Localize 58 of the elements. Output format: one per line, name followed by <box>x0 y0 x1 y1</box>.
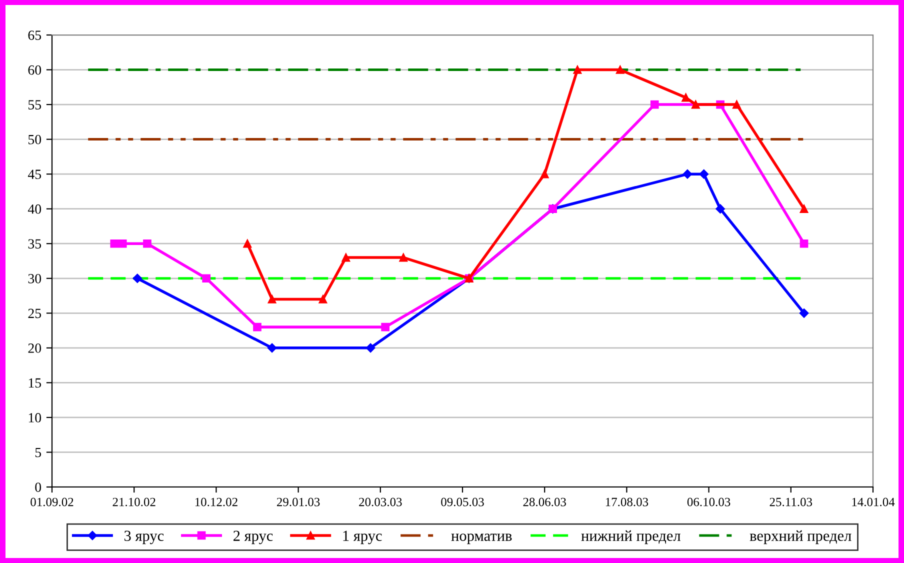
point <box>110 239 119 248</box>
point <box>143 239 152 248</box>
point <box>243 239 252 248</box>
x-tick-label: 09.05.03 <box>441 498 484 506</box>
point <box>732 100 741 109</box>
y-tick-label: 60 <box>28 65 42 75</box>
x-tick-label: 10.12.02 <box>195 498 238 506</box>
point <box>691 100 700 109</box>
y-tick-label: 55 <box>28 100 42 110</box>
point <box>682 169 692 179</box>
x-tick-label: 14.01.04 <box>852 498 895 506</box>
y-tick-label: 5 <box>35 448 42 458</box>
legend-label: 3 ярус <box>124 530 164 544</box>
point <box>800 204 808 214</box>
point <box>381 322 390 332</box>
point <box>399 253 408 262</box>
point <box>132 274 142 284</box>
y-tick-label: 25 <box>28 308 42 318</box>
point <box>682 93 690 102</box>
x-tick-label: 01.09.02 <box>30 498 74 506</box>
y-tick-label: 30 <box>28 274 42 284</box>
y-tick-label: 45 <box>28 170 42 180</box>
legend-label: норматив <box>451 534 512 544</box>
point <box>267 343 277 353</box>
x-tick-label: 06.10.03 <box>687 498 730 506</box>
point <box>650 100 659 109</box>
legend-label: 1 ярус <box>343 530 382 544</box>
x-tick-label: 29.01.03 <box>276 498 320 506</box>
y-tick-label: 20 <box>28 344 42 353</box>
y-tick-label: 35 <box>28 239 42 249</box>
point <box>573 66 582 74</box>
point <box>118 239 127 248</box>
point <box>540 170 549 178</box>
point <box>800 239 808 248</box>
legend-label: верхний предел <box>750 530 852 544</box>
legend-label: нижний предел <box>581 530 680 544</box>
point <box>253 322 262 332</box>
point <box>202 274 211 283</box>
point <box>716 204 725 214</box>
y-tick-label: 50 <box>28 134 42 144</box>
point <box>699 169 708 179</box>
point <box>799 308 809 318</box>
x-tick-label: 28.06.03 <box>523 498 566 506</box>
y-tick-label: 15 <box>28 378 42 388</box>
x-tick-label: 21.10.02 <box>112 498 156 506</box>
point <box>366 343 376 353</box>
point <box>342 253 350 262</box>
point <box>616 66 624 74</box>
point <box>318 295 328 304</box>
x-tick-label: 20.03.03 <box>359 498 402 506</box>
legend-label: 2 ярус <box>234 530 273 544</box>
y-tick-label: 40 <box>28 204 42 214</box>
x-tick-label: 17.08.03 <box>606 498 648 506</box>
y-tick-label: 65 <box>28 30 42 40</box>
y-tick-label: 10 <box>28 413 42 422</box>
y-tick-label: 0 <box>35 482 42 492</box>
x-tick-label: 25.11.03 <box>770 498 812 506</box>
point <box>268 295 276 304</box>
